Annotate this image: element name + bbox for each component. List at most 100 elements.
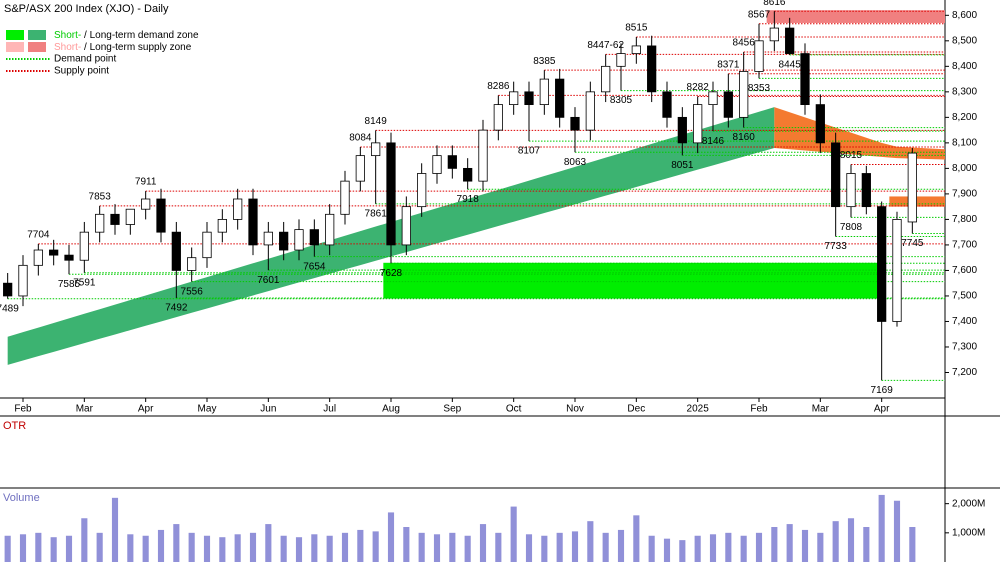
pivot-label: 8051: [671, 160, 694, 171]
volume-bar: [694, 535, 701, 562]
otr-label: OTR: [3, 420, 26, 432]
volume-bar: [571, 531, 579, 562]
candle-body: [447, 155, 457, 169]
x-tick-label: Oct: [506, 404, 522, 415]
volume-bar: [633, 515, 640, 562]
candle-body: [861, 173, 871, 208]
candle-body: [647, 45, 657, 93]
candle-body: [202, 231, 212, 259]
legend-long: / Long-term supply zone: [81, 42, 191, 53]
volume-bar: [280, 535, 287, 562]
pivot-label: 7861: [365, 208, 388, 219]
volume-bar: [663, 538, 671, 562]
volume-bar: [111, 497, 119, 562]
candle-body: [509, 91, 519, 106]
pivot-label: 8447-62: [587, 40, 624, 51]
volume-bar: [740, 535, 747, 562]
pivot-label: 8567: [748, 9, 771, 20]
volume-bar: [65, 535, 73, 562]
y-tick-label: 7,900: [952, 189, 977, 200]
supply-zone: [889, 196, 945, 207]
volume-bar: [909, 527, 916, 562]
x-tick-label: May: [198, 404, 217, 415]
volume-bar: [617, 529, 625, 562]
volume-bar: [35, 532, 42, 562]
volume-label: Volume: [3, 492, 40, 504]
candle-body: [309, 229, 319, 246]
candle-body: [340, 180, 350, 215]
candle-body: [785, 27, 795, 54]
candle-body: [156, 198, 166, 233]
pivot-label: 8146: [702, 136, 725, 147]
volume-bar: [96, 532, 103, 562]
volume-bar: [157, 529, 165, 562]
volume-bar: [755, 532, 763, 562]
candle-body: [877, 206, 887, 322]
pivot-label: 7733: [825, 241, 848, 252]
candle-body: [79, 231, 89, 261]
volume-bar: [709, 534, 717, 562]
volume-bar: [4, 535, 11, 562]
demand-zone: [383, 262, 882, 299]
volume-bar: [556, 532, 563, 562]
candle-body: [355, 155, 365, 182]
volume-bar: [249, 532, 257, 562]
x-tick-label: Nov: [566, 404, 584, 415]
candle-body: [693, 104, 703, 144]
x-tick-label: Dec: [627, 404, 645, 415]
x-tick-label: Sep: [443, 404, 461, 415]
volume-tick-label: 2,000M: [952, 498, 985, 509]
candle-body: [616, 53, 626, 67]
pivot-label: 7704: [27, 230, 50, 241]
pivot-label: 8107: [518, 146, 541, 157]
candle-body: [325, 213, 335, 246]
legend-swatch: [28, 30, 46, 40]
candle-body: [524, 91, 534, 106]
volume-bar: [771, 527, 778, 562]
candle-body: [555, 78, 565, 118]
y-tick-label: 7,500: [952, 291, 977, 302]
volume-bar: [801, 529, 809, 562]
legend-short: Short-: [54, 42, 81, 53]
candle-body: [601, 65, 611, 93]
pivot-label: 8456: [733, 38, 756, 49]
candle-body: [892, 219, 902, 322]
pivot-label: 7591: [73, 277, 96, 288]
volume-bar: [142, 535, 149, 562]
legend-label: Demand point: [54, 54, 116, 65]
volume-bar: [587, 521, 594, 562]
y-tick-label: 8,100: [952, 138, 977, 149]
volume-bar: [188, 532, 195, 562]
pivot-label: 7911: [135, 177, 157, 188]
chart-title: S&P/ASX 200 Index (XJO) - Daily: [4, 3, 169, 15]
candle-body: [417, 173, 427, 208]
pivot-label: 8385: [533, 56, 556, 67]
volume-bar: [495, 532, 502, 562]
volume-bar: [81, 518, 88, 562]
y-tick-label: 8,000: [952, 163, 977, 174]
pivot-label: 8015: [840, 150, 863, 161]
pivot-label: 7654: [303, 261, 326, 272]
volume-bar: [433, 534, 441, 562]
candle-body: [49, 249, 59, 256]
y-tick-label: 7,800: [952, 214, 977, 225]
pivot-label: 8084: [349, 133, 372, 144]
candle-body: [708, 91, 718, 106]
x-tick-label: Aug: [382, 404, 400, 415]
candle-body: [831, 142, 841, 208]
volume-bar: [295, 537, 303, 562]
pivot-label: 7489: [0, 303, 19, 314]
volume-bar: [541, 535, 548, 562]
pivot-label: 8616: [763, 0, 786, 8]
volume-bar: [510, 506, 517, 562]
x-tick-label: 2025: [687, 404, 710, 415]
candle-body: [662, 91, 672, 118]
volume-bar: [893, 500, 901, 562]
volume-tick-label: 1,000M: [952, 527, 985, 538]
pivot-label: 8305: [610, 95, 633, 106]
volume-bar: [311, 534, 318, 562]
plot-area: [3, 10, 945, 381]
volume-bar: [464, 535, 471, 562]
y-tick-label: 7,200: [952, 367, 977, 378]
volume-bar: [525, 534, 533, 562]
